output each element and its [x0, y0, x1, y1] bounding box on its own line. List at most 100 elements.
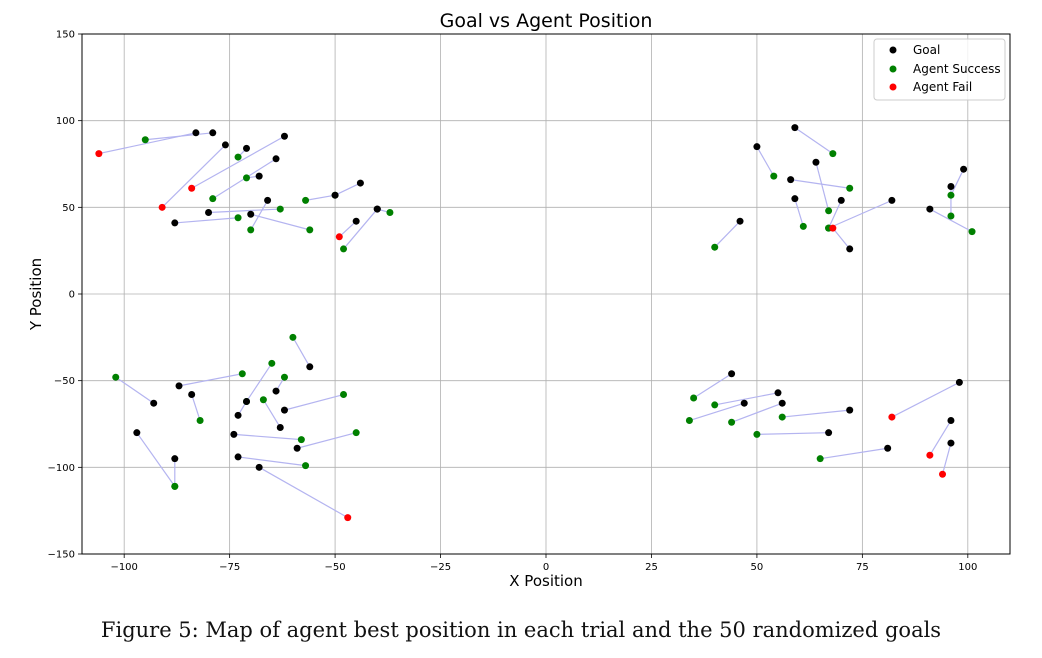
agent-success-point [753, 430, 761, 438]
agent-success-point [259, 396, 267, 404]
goal-agent-link [178, 373, 243, 387]
agent-success-point [297, 436, 305, 444]
goal-point [306, 363, 314, 371]
goal-agent-link [820, 447, 888, 460]
agent-fail-point [939, 470, 947, 478]
x-tick-label: 100 [958, 562, 977, 573]
goal-agent-link [161, 144, 226, 208]
agent-success-point [141, 136, 149, 144]
agent-success-point [711, 243, 719, 251]
goal-agent-link [941, 442, 952, 475]
goal-point [837, 196, 845, 204]
x-tick-label: 25 [645, 562, 658, 573]
agent-success-point [947, 191, 955, 199]
y-axis-label: Y Position [27, 258, 45, 331]
goal-agent-link [794, 127, 834, 155]
agent-success-point [171, 482, 179, 490]
goal-point [825, 429, 833, 437]
agent-success-point [276, 205, 284, 213]
agent-success-point [846, 184, 854, 192]
goal-agent-link [258, 466, 349, 519]
goal-agent-link [731, 402, 783, 423]
goal-point [221, 141, 229, 149]
agent-success-point [728, 418, 736, 426]
goal-point [888, 196, 896, 204]
legend-goal-label: Goal [913, 43, 940, 57]
agent-success-point [799, 222, 807, 230]
agent-success-point [685, 417, 693, 425]
goal-point [947, 439, 955, 447]
agent-success-point [825, 207, 833, 215]
goal-point [331, 191, 339, 199]
agent-success-point [690, 394, 698, 402]
agent-success-point [209, 195, 217, 203]
agent-success-point [340, 245, 348, 253]
goal-agent-link [191, 135, 285, 189]
goal-point [205, 209, 213, 217]
goal-point [787, 176, 795, 184]
goal-agent-link [115, 376, 155, 404]
agent-success-point [968, 228, 976, 236]
goal-point [272, 155, 280, 163]
agent-success-point [816, 455, 824, 463]
goal-agent-link [262, 399, 281, 428]
agent-success-point [234, 153, 242, 161]
agent-success-point [778, 413, 786, 421]
agent-success-point [302, 462, 310, 470]
goal-point [884, 444, 892, 452]
x-tick-label: 50 [751, 562, 764, 573]
y-tick-label: 0 [69, 290, 75, 301]
x-tick-label: −75 [219, 562, 240, 573]
legend-success-marker [889, 65, 897, 73]
y-tick-label: −150 [48, 550, 75, 561]
goal-point [133, 429, 141, 437]
goal-agent-link [794, 198, 804, 227]
goal-point [753, 143, 761, 151]
goal-agent-link [246, 363, 273, 402]
goal-point [175, 382, 183, 390]
agent-fail-point [335, 233, 343, 241]
goal-agent-link [174, 217, 239, 224]
goal-point [955, 378, 963, 386]
goal-agent-link [233, 433, 302, 441]
axis-ticks: −100 −75 −50 −25 0 25 50 75 100 −150 −100 −50 0 50 100… [48, 30, 978, 574]
goal-point [352, 217, 360, 225]
goal-agent-link [136, 432, 176, 487]
goal-point [293, 444, 301, 452]
goal-point [947, 417, 955, 425]
goal-point [264, 196, 272, 204]
goal-agent-link [334, 182, 361, 196]
agent-success-point [112, 373, 120, 381]
goal-agent-link [782, 409, 850, 418]
goal-agent-link [756, 146, 775, 177]
goal-point [812, 158, 820, 166]
goal-point [356, 179, 364, 187]
legend-fail-marker [889, 83, 897, 91]
chart-title: Goal vs Agent Position [440, 10, 653, 32]
goal-point [247, 210, 255, 218]
goal-agent-link [950, 168, 965, 196]
goal-agent-link [714, 220, 741, 248]
goal-agent-link [338, 220, 357, 238]
legend-fail-label: Agent Fail [913, 80, 972, 94]
y-tick-label: 50 [62, 203, 75, 214]
goal-agent-link [828, 200, 842, 229]
agent-success-point [340, 391, 348, 399]
agent-fail-point [926, 451, 934, 459]
goal-point [791, 124, 799, 132]
goal-agent-link [250, 213, 310, 231]
goal-point [272, 387, 280, 395]
goal-point [778, 399, 786, 407]
agent-success-point [234, 214, 242, 222]
agent-fail-point [829, 224, 837, 232]
agent-fail-point [888, 413, 896, 421]
agent-success-point [711, 401, 719, 409]
goal-point [188, 391, 196, 399]
goal-point [774, 389, 782, 397]
goal-agent-link [296, 432, 357, 449]
goal-agent-link [790, 179, 850, 189]
scatter-chart: −100 −75 −50 −25 0 25 50 75 100 −150 −100 −50 0 50 100… [27, 10, 1011, 590]
goal-point [150, 399, 158, 407]
goal-point [171, 219, 179, 227]
agent-success-point [302, 196, 310, 204]
